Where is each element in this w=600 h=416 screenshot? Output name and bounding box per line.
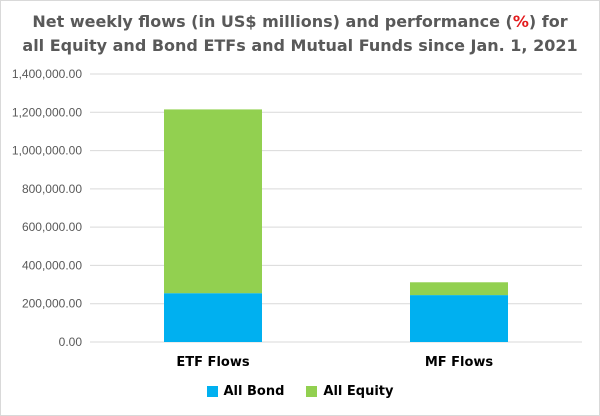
legend-item-equity: All Equity: [306, 384, 394, 399]
legend-swatch-equity: [306, 386, 318, 397]
y-tick-label: 200,000.00: [22, 297, 82, 311]
bar-equity-0: [164, 109, 262, 294]
x-category-label: ETF Flows: [176, 355, 249, 370]
y-tick-label: 1,000,000.00: [12, 144, 82, 158]
legend: All Bond All Equity: [0, 384, 600, 399]
x-category-label: MF Flows: [425, 355, 494, 370]
legend-swatch-bond: [206, 386, 218, 397]
legend-label-equity: All Equity: [323, 384, 394, 399]
y-tick-label: 600,000.00: [22, 220, 82, 234]
legend-label-bond: All Bond: [223, 384, 285, 399]
y-tick-label: 0.00: [59, 335, 83, 349]
legend-item-bond: All Bond: [206, 384, 285, 399]
y-tick-label: 800,000.00: [22, 182, 82, 196]
title-line-1: Net weekly flows (in US$ millions) and p…: [0, 10, 600, 34]
title-line-1-start: Net weekly flows (in US$ millions) and p…: [32, 12, 513, 31]
title-line-1-end: ) for: [528, 12, 568, 31]
title-percent-symbol: %: [512, 12, 529, 31]
y-tick-label: 1,400,000.00: [12, 67, 82, 81]
y-tick-label: 400,000.00: [22, 258, 82, 272]
chart-title: Net weekly flows (in US$ millions) and p…: [0, 10, 600, 58]
bar-equity-1: [410, 282, 508, 296]
bar-bond-0: [164, 293, 262, 342]
bar-bond-1: [410, 295, 508, 342]
y-tick-label: 1,200,000.00: [12, 105, 82, 119]
title-line-2: all Equity and Bond ETFs and Mutual Fund…: [22, 36, 578, 55]
